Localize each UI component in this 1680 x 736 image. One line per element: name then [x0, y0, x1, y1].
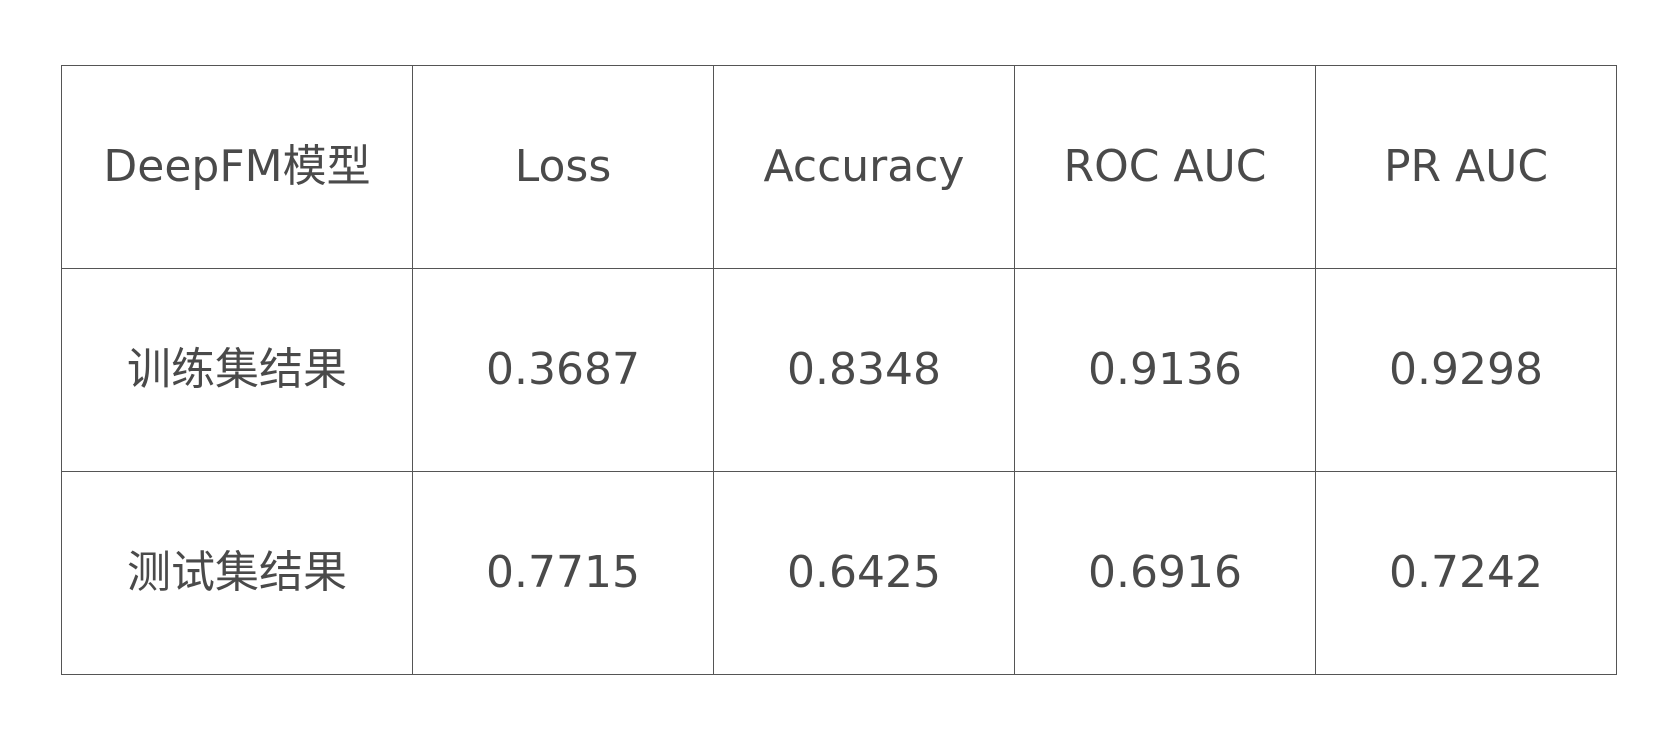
cell-train-accuracy: 0.8348 [713, 268, 1015, 472]
table-header-row: DeepFM模型 Loss Accuracy ROC AUC PR AUC [61, 65, 1617, 269]
cell-train-pr-auc: 0.9298 [1315, 268, 1617, 472]
table-row: 训练集结果 0.3687 0.8348 0.9136 0.9298 [61, 268, 1617, 472]
cell-test-roc-auc: 0.6916 [1014, 471, 1316, 675]
cell-train-roc-auc: 0.9136 [1014, 268, 1316, 472]
row-label-train: 训练集结果 [61, 268, 413, 472]
table-row: 测试集结果 0.7715 0.6425 0.6916 0.7242 [61, 471, 1617, 675]
header-pr-auc: PR AUC [1315, 65, 1617, 269]
header-loss: Loss [412, 65, 714, 269]
header-roc-auc: ROC AUC [1014, 65, 1316, 269]
header-accuracy: Accuracy [713, 65, 1015, 269]
header-model: DeepFM模型 [61, 65, 413, 269]
cell-test-accuracy: 0.6425 [713, 471, 1015, 675]
metrics-table-container: DeepFM模型 Loss Accuracy ROC AUC PR AUC 训练… [61, 65, 1617, 675]
metrics-table: DeepFM模型 Loss Accuracy ROC AUC PR AUC 训练… [61, 65, 1617, 675]
row-label-test: 测试集结果 [61, 471, 413, 675]
cell-test-pr-auc: 0.7242 [1315, 471, 1617, 675]
cell-test-loss: 0.7715 [412, 471, 714, 675]
cell-train-loss: 0.3687 [412, 268, 714, 472]
